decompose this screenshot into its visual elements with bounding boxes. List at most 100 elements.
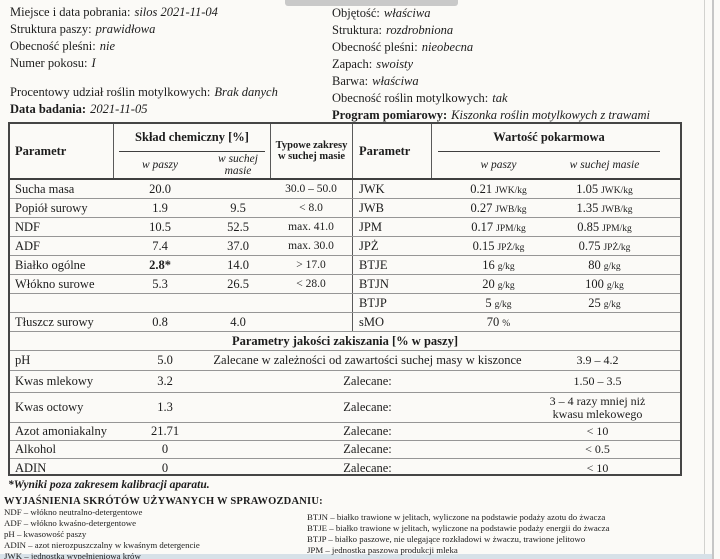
table-row: Popiół surowy 1.9 9.5 < 8.0 JWB 0.27 JWB/… (10, 199, 680, 218)
unit: JPŻ/kg (497, 242, 525, 253)
meta-line: Data badania: 2021-11-05 (10, 101, 278, 118)
sub-headers: w paszy w suchej masie (432, 152, 680, 178)
meta-line: Program pomiarowy: Kiszonka roślin motylk… (332, 107, 650, 124)
range-cell: < 10 (586, 461, 609, 475)
chemical-group-header: Skład chemiczny [%] w paszy w suchej mas… (114, 124, 270, 178)
param-header-right: Parametr (352, 124, 432, 178)
value: 16 (482, 257, 495, 272)
value: 0.75 (578, 238, 601, 253)
param-cell: Włókno surowe (15, 276, 95, 291)
meta-value: Brak danych (214, 85, 278, 99)
value-cell: 0 (161, 442, 169, 456)
unit: JWK/kg (601, 185, 633, 196)
range-cell: 3.9 – 4.2 (576, 353, 619, 367)
value: 5 (485, 295, 492, 310)
recommendation-cell: Zalecane: (343, 461, 392, 475)
value-cell: 80 g/kg (565, 258, 680, 273)
range-cell: 1.50 – 3.5 (573, 374, 622, 388)
abbreviations-left: NDF – włókno neutralno-detergentowe ADF … (4, 507, 200, 559)
unit: JPŻ/kg (603, 242, 631, 253)
value: 0.17 (471, 219, 494, 234)
value-cell: 5 g/kg (432, 296, 565, 311)
range-cell: < 0.5 (585, 442, 610, 456)
meta-label: Barwa: (332, 74, 369, 88)
param-cell: Azot amoniakalny (15, 424, 107, 438)
meta-label: Struktura paszy: (10, 22, 92, 36)
sub-headers: w paszy w suchej masie (114, 152, 270, 178)
quality-row: Kwas mlekowy 3.2 Zalecane: 1.50 – 3.5 (10, 371, 680, 393)
meta-value: I (91, 56, 96, 70)
meta-label: Program pomiarowy: (332, 108, 448, 122)
table-row: Tłuszcz surowy 0.8 4.0 sMO 70% (10, 313, 680, 332)
value-cell: 26.5 (227, 276, 249, 291)
col-header-w-suchej-masie: w suchej masie (569, 159, 640, 171)
range-cell: < 28.0 (296, 278, 326, 290)
param-cell: JPŻ (352, 237, 432, 255)
meta-label: Obecność roślin motylkowych: (332, 91, 489, 105)
meta-value: rozdrobniona (386, 23, 454, 37)
value-cell: 5.0 (157, 353, 173, 367)
range-cell: max. 41.0 (288, 221, 334, 233)
meta-line: Struktura paszy: prawidłowa (10, 21, 278, 38)
meta-value: 2021-11-05 (90, 102, 148, 116)
meta-value: Kiszonka roślin motylkowych z trawami (451, 108, 650, 122)
param-cell: JWB (352, 199, 432, 217)
table-row: BTJP 5 g/kg 25 g/kg (10, 294, 680, 313)
abbreviations-title: WYJAŚNIENIA SKRÓTÓW UŻYWANYCH W SPRAWOZD… (4, 496, 323, 507)
unit: JPM/kg (602, 223, 632, 234)
unit: JWB/kg (495, 204, 527, 215)
unit: % (502, 318, 511, 329)
value-cell: 3.2 (157, 374, 173, 388)
recommendation-cell: Zalecane: (343, 442, 392, 456)
scrollbar-artifact[interactable] (285, 0, 458, 6)
table-header: Parametr Skład chemiczny [%] w paszy w s… (10, 124, 680, 180)
value-cell: 1.35 JWB/kg (565, 201, 680, 216)
param-cell: sMO (352, 313, 432, 331)
range-cell: max. 30.0 (288, 240, 334, 252)
value-cell: 100 g/kg (565, 277, 680, 292)
meta-label: Struktura: (332, 23, 382, 37)
value: 25 (588, 295, 601, 310)
meta-label: Procentowy udział roślin motylkowych: (10, 85, 211, 99)
value-cell: 0.8 (152, 314, 168, 329)
range-cell: 3 – 4 razy mniej niż kwasu mlekowego (549, 393, 646, 421)
value-cell: 5.3 (152, 276, 168, 291)
value-cell: 1.05 JWK/kg (565, 182, 680, 197)
meta-label: Objętość: (332, 6, 380, 20)
table-row: Sucha masa 20.0 30.0 – 50.0 JWK 0.21 JWK/… (10, 180, 680, 199)
spacer (10, 72, 278, 84)
abbreviation-item: NDF – włókno neutralno-detergentowe (4, 507, 143, 517)
abbreviation-item: pH – kwasowość paszy (4, 529, 87, 539)
value-cell: 9.5 (230, 200, 246, 215)
unit: g/kg (606, 280, 624, 291)
group-title: Wartość pokarmowa (438, 124, 660, 152)
abbreviation-item: ADIN – azot nierozpuszczalny w kwaśnym d… (4, 540, 200, 550)
col-header-w-paszy: w paszy (141, 159, 179, 171)
nutrition-group-header: Wartość pokarmowa w paszy w suchej masie (432, 124, 680, 178)
meta-value: właściwa (383, 6, 431, 20)
param-cell: Kwas mlekowy (15, 374, 94, 388)
col-header-typowe-zakresy: Typowe zakresy w suchej masie (270, 124, 352, 178)
group-title: Skład chemiczny [%] (119, 124, 265, 152)
value-cell: 70% (432, 315, 565, 330)
value-cell: 10.5 (149, 219, 171, 234)
sample-info-right: Objętość: właściwa Struktura: rozdrobniona… (332, 5, 650, 124)
meta-value: swoisty (376, 57, 414, 71)
value: 100 (585, 276, 604, 291)
value-cell: 4.0 (230, 314, 246, 329)
value-cell-flagged: 2.8* (149, 257, 171, 272)
meta-label: Data badania: (10, 102, 87, 116)
quality-row: pH 5.0 Zalecane w zależności od zawartoś… (10, 351, 680, 371)
value-cell: 0.15 JPŻ/kg (432, 239, 565, 254)
param-cell: Popiół surowy (15, 200, 88, 215)
abbreviations-right: BTJN – białko trawione w jelitach, wylic… (307, 512, 610, 556)
unit: g/kg (603, 261, 621, 272)
value-cell: 20.0 (149, 181, 171, 196)
value-cell: 21.71 (150, 424, 180, 438)
param-cell: JPM (352, 218, 432, 236)
unit: g/kg (497, 261, 515, 272)
meta-line: Objętość: właściwa (332, 5, 650, 22)
table-row: Włókno surowe 5.3 26.5 < 28.0 BTJN 20 g/k… (10, 275, 680, 294)
meta-line: Miejsce i data pobrania: silos 2021-11-04 (10, 4, 278, 21)
